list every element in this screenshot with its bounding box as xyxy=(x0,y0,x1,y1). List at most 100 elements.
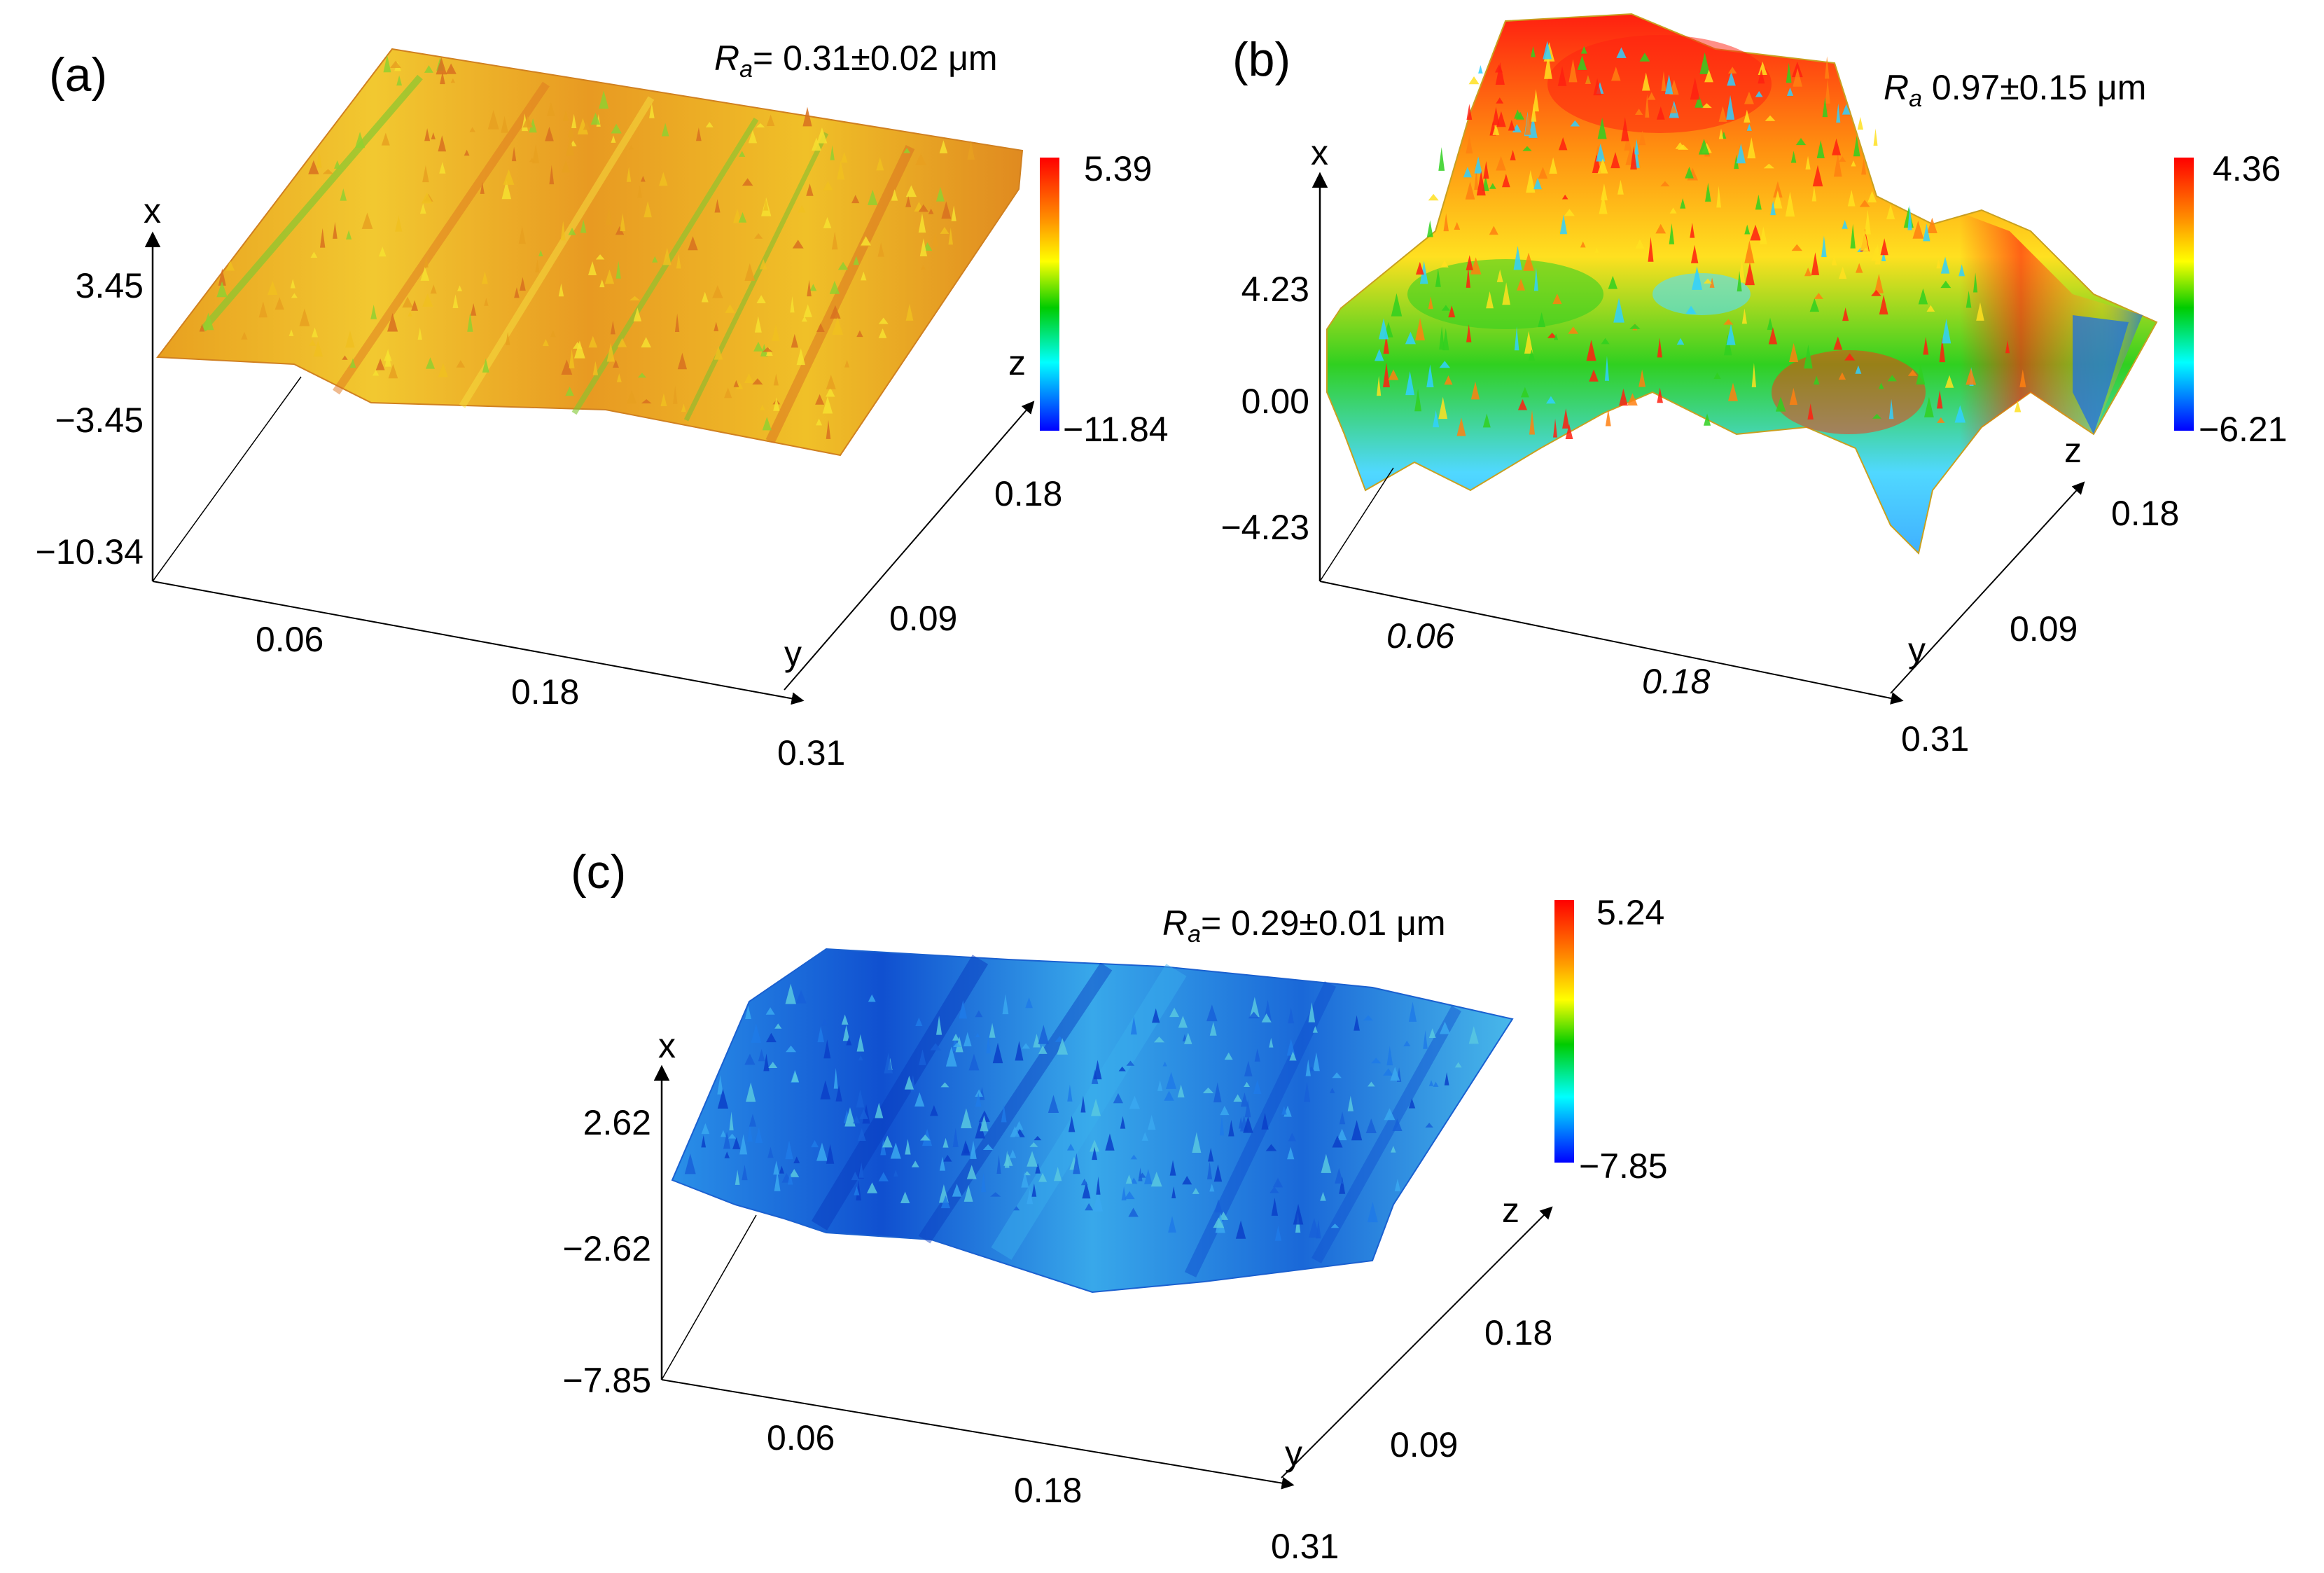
surface-spike xyxy=(1162,1061,1167,1067)
surface-spike xyxy=(1944,375,1954,388)
surface-spike xyxy=(652,256,658,263)
surface-spike xyxy=(1675,142,1685,149)
depth-tick-a-0: 0.09 xyxy=(889,599,957,638)
surface-spike xyxy=(316,149,322,168)
surface-spike xyxy=(1713,372,1721,379)
surface-spike xyxy=(1440,260,1449,268)
surface-spike xyxy=(853,256,860,265)
surface-spike xyxy=(735,381,744,389)
surface-spike xyxy=(786,1045,797,1053)
surface-spike xyxy=(662,247,672,265)
surface-spike xyxy=(561,359,573,375)
surface-spike xyxy=(1737,271,1742,292)
surface-spike xyxy=(417,327,422,340)
colorbar-min-c: −7.85 xyxy=(1579,1146,1668,1186)
surface-spike xyxy=(914,1092,925,1107)
surface-spike xyxy=(529,158,535,162)
surface-spike xyxy=(815,394,825,405)
surface-spike xyxy=(1003,1153,1013,1166)
surface-spike xyxy=(1120,1116,1126,1129)
x-tick-c-2: 0.31 xyxy=(1271,1527,1339,1566)
surface-spike xyxy=(915,1017,923,1027)
surface-spike xyxy=(1288,1007,1295,1024)
surface-spike xyxy=(1664,74,1674,95)
surface-spike xyxy=(905,195,912,207)
z-tick-b-0: 4.23 xyxy=(1241,270,1309,309)
surface-spike xyxy=(640,176,646,182)
depth-tick-b-1: 0.18 xyxy=(2111,494,2179,533)
surface-spike xyxy=(1954,405,1966,423)
surface-spike xyxy=(372,370,380,376)
surface-spike xyxy=(1168,1216,1176,1233)
surface-spike xyxy=(1286,1039,1295,1056)
surface-spike xyxy=(311,327,319,338)
x-tick-b-1: 0.18 xyxy=(1642,662,1711,701)
surface-spike xyxy=(626,167,632,182)
depth-axis-label-a: z xyxy=(1008,343,1026,382)
surface-spike xyxy=(1390,1067,1400,1081)
surface-spike xyxy=(900,1191,910,1203)
surface-spike xyxy=(868,994,876,1002)
surface-spike xyxy=(884,1052,893,1074)
surface-spike xyxy=(1178,1016,1188,1028)
surface-spike xyxy=(1408,1098,1416,1109)
surface-spike xyxy=(1330,1224,1340,1228)
surface-spike xyxy=(728,1133,737,1139)
surface-spike xyxy=(765,1007,775,1015)
surface-spike xyxy=(1394,1178,1401,1191)
surface-spike xyxy=(1177,1084,1185,1097)
surface-spike xyxy=(361,212,373,229)
surface-spike xyxy=(1510,150,1516,160)
x-tick-b-0: 0.06 xyxy=(1386,616,1455,656)
surface-spike xyxy=(854,1186,860,1196)
surface-spike xyxy=(633,307,642,321)
surface-spike xyxy=(951,205,956,221)
surface-spike xyxy=(890,1142,901,1159)
surface-spike xyxy=(829,280,840,294)
surface-spike xyxy=(456,360,466,368)
surface-spike xyxy=(733,380,739,387)
surface-spike xyxy=(395,215,403,232)
surface-spike xyxy=(738,212,747,223)
surface-spike xyxy=(1940,280,1951,289)
surface-spike xyxy=(795,990,807,1004)
surface-spike xyxy=(1169,1160,1176,1176)
surface-spike xyxy=(674,313,680,333)
surface-spike xyxy=(1812,165,1823,187)
surface-spike xyxy=(1423,1030,1428,1049)
surface-spike xyxy=(832,317,844,335)
surface-spike xyxy=(420,267,430,281)
surface-spike xyxy=(1860,247,1872,254)
surface-spike xyxy=(717,1088,729,1109)
surface-spike xyxy=(752,378,763,384)
z-tick-c-1: −2.62 xyxy=(562,1229,651,1268)
surface-spike xyxy=(1261,1013,1272,1023)
surface-spike xyxy=(1958,264,1965,277)
surface-spike xyxy=(1553,333,1559,340)
surface-spike xyxy=(616,373,622,382)
surface-spike xyxy=(1568,326,1579,334)
surface-spike xyxy=(1842,307,1849,321)
surface-spike xyxy=(1744,240,1755,263)
surface-c xyxy=(671,948,1514,1294)
surface-spike xyxy=(904,1075,914,1090)
surface-spike xyxy=(1038,1172,1048,1182)
surface-spike xyxy=(878,328,887,338)
z-tick-c-0: 2.62 xyxy=(583,1103,651,1142)
surface-spike xyxy=(877,242,884,257)
surface-spike xyxy=(1680,198,1686,209)
surface-spike xyxy=(1048,1095,1059,1113)
surface-spike xyxy=(1438,396,1448,420)
colorbar-c xyxy=(1554,900,1574,1163)
surface-spike xyxy=(568,228,576,235)
surface-spike xyxy=(659,172,668,186)
surface-spike xyxy=(1822,97,1828,118)
surface-spike xyxy=(1213,1164,1223,1182)
surface-spike xyxy=(1690,77,1700,100)
surface-spike xyxy=(1027,1151,1038,1167)
surface-spike xyxy=(980,1115,989,1132)
surface-spike xyxy=(953,1042,961,1048)
surface-spike xyxy=(1638,369,1646,387)
surface-spike xyxy=(1755,194,1762,210)
z-tick-c-2: −7.85 xyxy=(562,1361,651,1400)
